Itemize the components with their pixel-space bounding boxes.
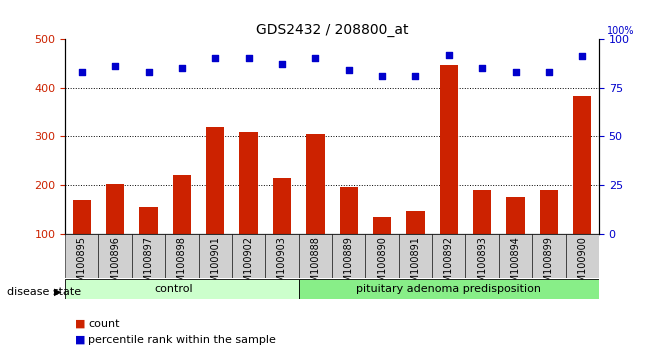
Bar — [139, 207, 158, 282]
Point — [77, 69, 87, 75]
Bar — [199, 234, 232, 278]
Bar — [573, 96, 591, 282]
Bar — [439, 65, 458, 282]
Bar — [106, 183, 124, 282]
Text: GSM100899: GSM100899 — [544, 236, 554, 295]
Bar — [499, 234, 533, 278]
Bar — [365, 234, 398, 278]
Point — [344, 67, 354, 73]
Point — [410, 73, 421, 79]
Point — [310, 56, 320, 61]
Text: ■: ■ — [75, 319, 85, 329]
Bar — [299, 234, 332, 278]
Point — [477, 65, 488, 71]
Point — [443, 52, 454, 57]
Bar — [73, 200, 91, 282]
Text: GSM100897: GSM100897 — [143, 236, 154, 295]
Bar — [340, 187, 358, 282]
Text: pituitary adenoma predisposition: pituitary adenoma predisposition — [356, 284, 541, 294]
Text: percentile rank within the sample: percentile rank within the sample — [88, 335, 276, 345]
Text: GSM100902: GSM100902 — [243, 236, 254, 295]
Bar — [473, 190, 492, 282]
Bar — [273, 178, 291, 282]
Text: GSM100896: GSM100896 — [110, 236, 120, 295]
Bar — [232, 234, 266, 278]
Point — [210, 56, 221, 61]
Bar — [132, 234, 165, 278]
Text: GSM100893: GSM100893 — [477, 236, 487, 295]
Text: ▶: ▶ — [54, 287, 62, 297]
Bar — [506, 197, 525, 282]
Point — [377, 73, 387, 79]
Point — [110, 63, 120, 69]
Bar — [165, 234, 199, 278]
Text: 100%: 100% — [607, 26, 635, 36]
Text: GSM100889: GSM100889 — [344, 236, 353, 295]
Bar — [406, 211, 424, 282]
Text: control: control — [154, 284, 193, 294]
Text: GSM100892: GSM100892 — [444, 236, 454, 295]
Text: GSM100898: GSM100898 — [177, 236, 187, 295]
Point — [544, 69, 554, 75]
Text: GSM100888: GSM100888 — [311, 236, 320, 295]
Point — [577, 53, 587, 59]
Bar — [566, 234, 599, 278]
Bar — [173, 175, 191, 282]
Text: GSM100890: GSM100890 — [377, 236, 387, 295]
Point — [510, 69, 521, 75]
Bar — [240, 132, 258, 282]
Text: disease state: disease state — [7, 287, 81, 297]
Bar — [65, 279, 299, 299]
Text: GSM100894: GSM100894 — [510, 236, 521, 295]
Bar — [299, 279, 616, 299]
Bar — [373, 217, 391, 282]
Bar — [98, 234, 132, 278]
Text: GSM100901: GSM100901 — [210, 236, 220, 295]
Bar — [432, 234, 465, 278]
Point — [143, 69, 154, 75]
Point — [243, 56, 254, 61]
Text: count: count — [88, 319, 119, 329]
Text: ■: ■ — [75, 335, 85, 345]
Title: GDS2432 / 208800_at: GDS2432 / 208800_at — [256, 23, 408, 36]
Point — [277, 61, 287, 67]
Bar — [532, 234, 566, 278]
Bar — [465, 234, 499, 278]
Point — [176, 65, 187, 71]
Bar — [206, 126, 225, 282]
Text: GSM100900: GSM100900 — [577, 236, 587, 295]
Text: GSM100895: GSM100895 — [77, 236, 87, 295]
Text: GSM100903: GSM100903 — [277, 236, 287, 295]
Bar — [332, 234, 365, 278]
Bar — [65, 234, 98, 278]
Bar — [398, 234, 432, 278]
Bar — [306, 134, 324, 282]
Text: GSM100891: GSM100891 — [410, 236, 421, 295]
Bar — [540, 190, 558, 282]
Bar — [266, 234, 299, 278]
